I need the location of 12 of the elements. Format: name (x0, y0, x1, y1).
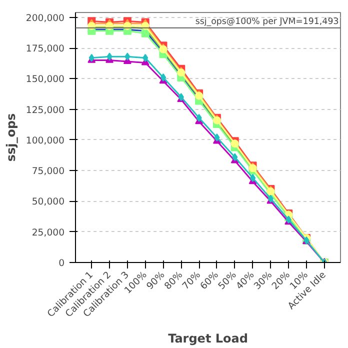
y-tick-label: 175,000 (26, 44, 65, 55)
y-tick-label: 100,000 (26, 135, 65, 146)
y-tick-label: 0 (58, 258, 65, 269)
x-axis-title: Target Load (168, 331, 248, 346)
y-tick-label: 75,000 (32, 166, 65, 178)
y-axis-title: ssj_ops (4, 113, 18, 162)
y-tick-label: 150,000 (26, 74, 65, 86)
y-tick-label: 50,000 (32, 196, 65, 208)
y-tick-label: 200,000 (26, 12, 65, 24)
ref-line-label: ssj_ops@100% per JVM=191,493 (195, 16, 339, 27)
y-tick-label: 125,000 (26, 104, 65, 116)
y-tick-label: 25,000 (32, 227, 65, 238)
